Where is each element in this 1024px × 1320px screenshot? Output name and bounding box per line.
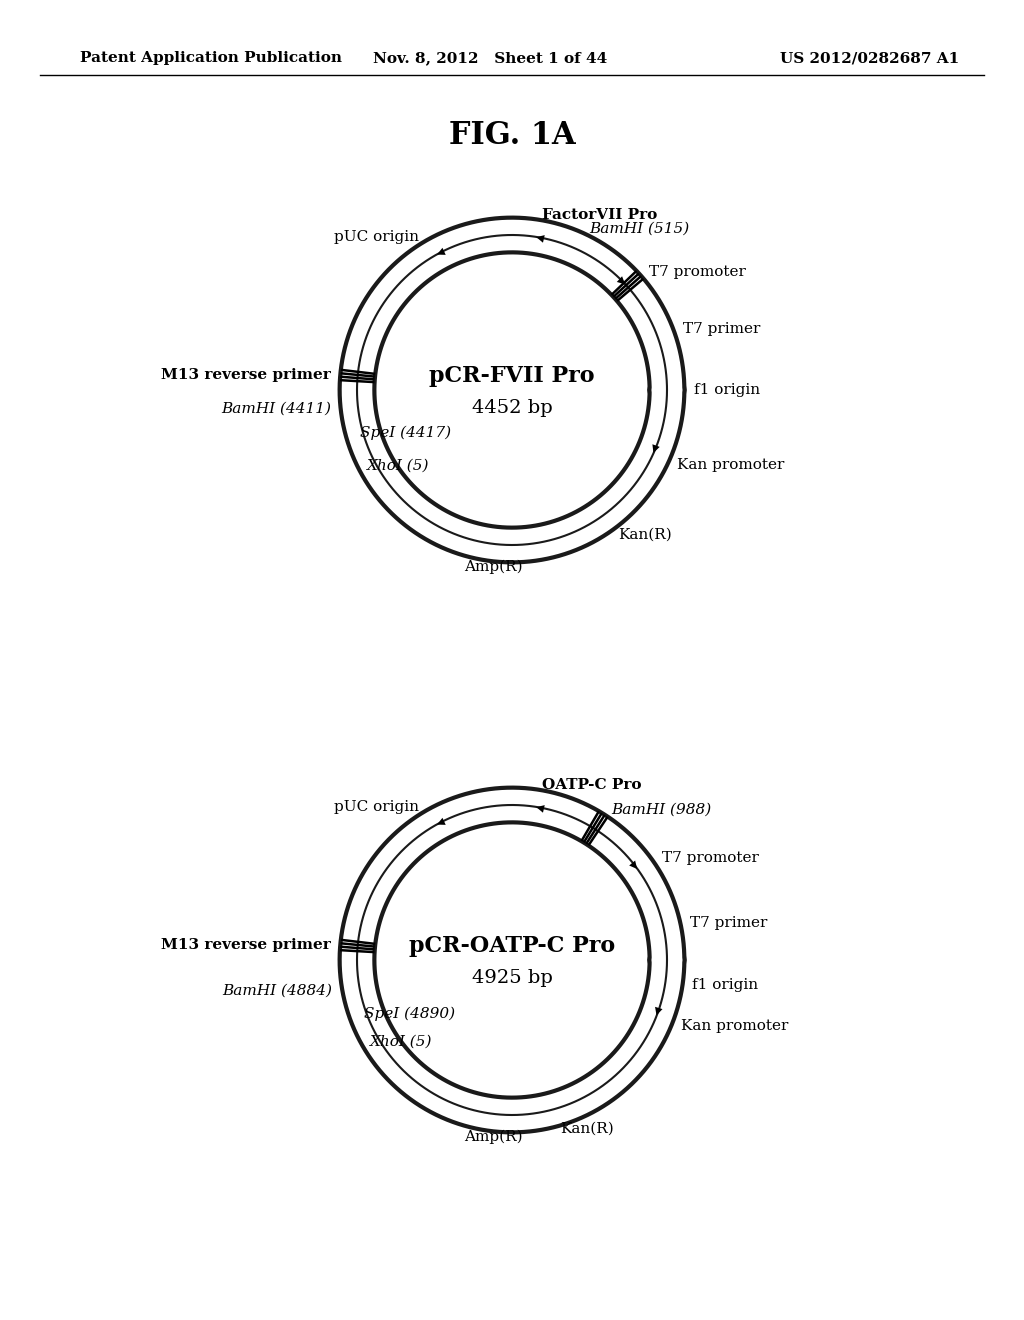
Text: pUC origin: pUC origin (334, 230, 419, 244)
Text: pCR-OATP-C Pro: pCR-OATP-C Pro (409, 935, 615, 957)
Text: XhoI (5): XhoI (5) (371, 1035, 433, 1049)
Text: 4925 bp: 4925 bp (472, 969, 552, 987)
Text: Kan(R): Kan(R) (618, 528, 673, 543)
Text: T7 promoter: T7 promoter (648, 264, 745, 279)
Text: BamHI (4884): BamHI (4884) (222, 983, 333, 998)
Text: T7 primer: T7 primer (690, 916, 768, 931)
Text: Patent Application Publication: Patent Application Publication (80, 51, 342, 65)
Text: BamHI (515): BamHI (515) (589, 222, 689, 235)
Text: f1 origin: f1 origin (694, 383, 760, 397)
Text: BamHI (988): BamHI (988) (610, 803, 711, 817)
Text: pUC origin: pUC origin (334, 800, 419, 813)
Text: pCR-FVII Pro: pCR-FVII Pro (429, 366, 595, 387)
Text: XhoI (5): XhoI (5) (367, 459, 429, 473)
Text: Kan promoter: Kan promoter (678, 458, 784, 471)
Text: Kan(R): Kan(R) (560, 1121, 614, 1135)
Text: 4452 bp: 4452 bp (472, 399, 552, 417)
Text: M13 reverse primer: M13 reverse primer (161, 937, 331, 952)
Text: T7 primer: T7 primer (683, 322, 761, 337)
Text: SpeI (4417): SpeI (4417) (359, 425, 451, 440)
Text: f1 origin: f1 origin (692, 978, 759, 991)
Text: FIG. 1A: FIG. 1A (449, 120, 575, 150)
Text: US 2012/0282687 A1: US 2012/0282687 A1 (780, 51, 959, 65)
Text: M13 reverse primer: M13 reverse primer (161, 367, 331, 381)
Text: Nov. 8, 2012   Sheet 1 of 44: Nov. 8, 2012 Sheet 1 of 44 (373, 51, 607, 65)
Text: BamHI (4411): BamHI (4411) (221, 401, 331, 416)
Text: Amp(R): Amp(R) (464, 1129, 522, 1143)
Text: SpeI (4890): SpeI (4890) (364, 1007, 455, 1022)
Text: FactorVII Pro: FactorVII Pro (542, 207, 656, 222)
Text: Amp(R): Amp(R) (464, 560, 522, 573)
Text: OATP-C Pro: OATP-C Pro (542, 777, 641, 792)
Text: Kan promoter: Kan promoter (681, 1019, 788, 1034)
Text: T7 promoter: T7 promoter (662, 851, 759, 866)
